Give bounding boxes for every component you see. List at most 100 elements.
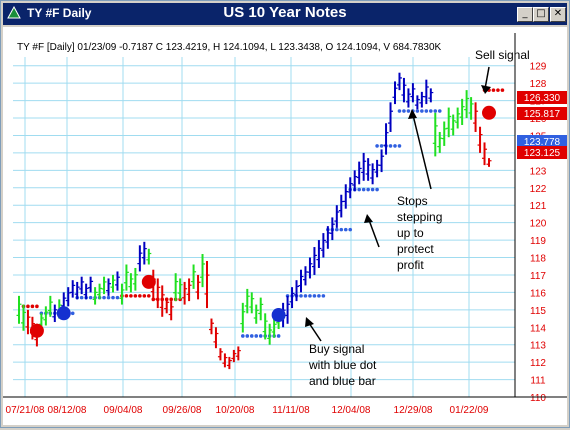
ohlc-bar <box>97 283 103 300</box>
stop-dot <box>258 334 263 338</box>
price-tag: 123.125 <box>517 146 567 159</box>
ohlc-bar <box>231 349 237 363</box>
y-tick-label: 128 <box>530 79 547 90</box>
price-tag-bg <box>517 135 567 148</box>
y-tick-label: 117 <box>530 271 546 282</box>
ohlc-bar <box>240 302 246 333</box>
stop-dot <box>496 88 500 92</box>
buy-signal-dot <box>56 306 71 321</box>
ohlc-bar <box>173 273 179 302</box>
ohlc-bar <box>200 254 206 288</box>
ohlc-bar <box>182 281 188 305</box>
ohlc-bar <box>423 79 429 105</box>
x-tick-label: 09/04/08 <box>104 405 143 416</box>
x-axis: 07/21/08 08/12/08 09/04/08 09/26/08 10/20/08… <box>3 396 567 416</box>
maximize-button[interactable]: □ <box>533 7 549 22</box>
stops-label-2: stepping <box>397 210 442 224</box>
stop-dot <box>254 334 259 338</box>
window-title: TY #F Daily <box>27 6 92 20</box>
ohlc-bar <box>446 107 452 138</box>
ohlc-bar <box>405 88 411 108</box>
ohlc-bar <box>226 356 232 370</box>
ohlc-bar <box>253 304 259 324</box>
y-tick-label: 118 <box>530 254 546 265</box>
ohlc-bar <box>365 158 371 181</box>
stop-dot <box>133 294 138 298</box>
ohlc-bar <box>128 273 134 293</box>
price-tag-bg <box>517 146 567 159</box>
buy-signal-dot <box>271 308 286 323</box>
stop-dot <box>335 227 339 232</box>
ohlc-bar <box>141 241 147 265</box>
price-tag-label: 125.817 <box>524 109 561 120</box>
x-tick-label: 08/12/08 <box>48 405 87 416</box>
ohlc-bar <box>477 126 483 153</box>
ohlc-bar <box>347 177 353 199</box>
ohlc-bar <box>106 278 112 296</box>
ohlc-bar <box>43 306 49 326</box>
ohlc-bar <box>468 97 474 120</box>
stop-dot <box>433 109 438 113</box>
ohlc-bar <box>258 297 264 321</box>
ohlc-bar <box>392 81 398 105</box>
stop-dot <box>30 304 35 309</box>
ohlc-bar <box>338 194 344 218</box>
close-button[interactable]: ✕ <box>550 7 566 22</box>
ohlc-bar <box>473 102 479 132</box>
y-tick-label: 111 <box>530 376 546 387</box>
y-tick-label: 129 <box>530 62 547 73</box>
ohlc-bar <box>159 285 165 317</box>
ohlc-bar <box>414 95 420 110</box>
price-tag-bg <box>517 91 567 104</box>
ohlc-bar <box>114 271 120 291</box>
sell-signal-dot <box>29 323 44 338</box>
stops-annotation: Stops stepping up to protect profit <box>364 109 442 272</box>
stop-dot <box>393 144 397 148</box>
ohlc-bar <box>177 278 183 300</box>
stop-dot <box>420 109 424 113</box>
stop-dot <box>111 295 115 300</box>
price-tag: 125.817 <box>517 107 567 120</box>
ohlc-bar <box>191 264 197 289</box>
y-tick-label: 119 <box>530 236 546 247</box>
stop-dot <box>343 227 348 232</box>
stop-dot <box>406 109 411 113</box>
stop-dot <box>491 88 496 92</box>
ohlc-bar <box>208 318 214 335</box>
stop-dot <box>500 88 505 92</box>
title-bar[interactable]: TY #F Daily US 10 Year Notes _ □ ✕ <box>3 3 567 25</box>
y-tick-label: 115 <box>530 306 546 317</box>
ohlc-bar <box>361 152 367 181</box>
ohlc-bar <box>249 292 255 314</box>
stop-dot <box>169 297 173 302</box>
sell-annotation: Sell signal <box>475 48 530 94</box>
stop-dot <box>124 294 129 298</box>
ohlc-bar <box>101 276 107 295</box>
ohlc-bar <box>52 304 58 323</box>
ohlc-bar <box>450 114 456 136</box>
ohlc-bar <box>486 158 492 167</box>
stop-dot <box>375 144 379 148</box>
stop-dot <box>437 109 442 113</box>
stop-dot <box>339 227 344 232</box>
ohlc-bar <box>16 295 22 324</box>
stop-dot <box>142 294 147 298</box>
stop-dot <box>79 295 84 300</box>
x-tick-label: 09/26/08 <box>163 405 202 416</box>
stops-arrowhead-upper <box>408 109 417 119</box>
minimize-button[interactable]: _ <box>517 7 533 22</box>
price-tag-label: 123.125 <box>524 148 561 159</box>
stop-dot <box>138 294 142 298</box>
ohlc-bar <box>123 264 129 291</box>
grid-lines <box>13 57 515 398</box>
ohlc-bar <box>482 142 488 166</box>
ohlc-bar <box>262 313 268 340</box>
ohlc-bar <box>419 91 425 108</box>
ohlc-bar <box>294 280 300 302</box>
ohlc-bar <box>244 288 250 314</box>
y-tick-label: 116 <box>530 288 546 299</box>
ohlc-bar <box>79 276 85 295</box>
app-icon <box>7 6 21 19</box>
signal-markers <box>29 105 496 338</box>
